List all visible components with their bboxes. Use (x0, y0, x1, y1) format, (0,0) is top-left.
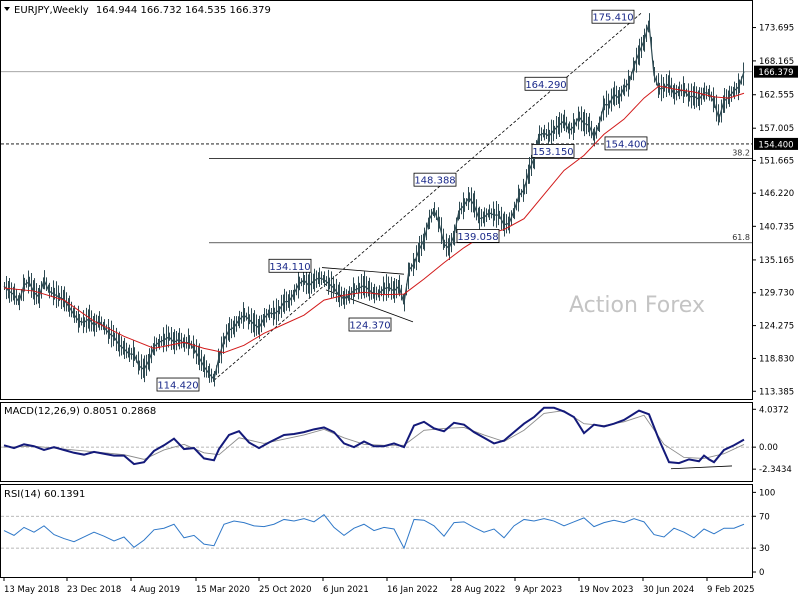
time-axis-label: 6 Jun 2021 (323, 585, 369, 595)
price-axis-label: 168.165 (759, 57, 794, 67)
rsi-title: RSI(14) 60.1391 (4, 489, 85, 500)
annotation-label: 134.110 (269, 262, 310, 273)
time-axis-label: 28 Aug 2022 (451, 585, 505, 595)
price-axis-label: 124.275 (759, 322, 794, 332)
time-axis-label: 23 Dec 2018 (67, 585, 121, 595)
channel-trend-line (213, 12, 643, 381)
current-price-tag (754, 65, 798, 78)
price-axis-label: 129.730 (759, 289, 794, 299)
annotation-label: 124.370 (349, 321, 390, 332)
support-price-tag (754, 137, 798, 150)
price-axis-label: 135.165 (759, 256, 794, 266)
macd-axis-label: 0.00 (759, 443, 778, 453)
rsi-axis-label: 0 (759, 568, 764, 578)
macd-axis-label: 4.0372 (759, 405, 789, 415)
time-axis-label: 9 Apr 2023 (515, 585, 562, 595)
triangle-lower-line (325, 289, 414, 323)
price-axis-label: 157.005 (759, 124, 794, 134)
price-axis-label: 151.665 (759, 156, 794, 166)
macd-axis-label: -2.3434 (759, 465, 792, 475)
price-panel[interactable] (0, 0, 753, 400)
annotation-label: 164.290 (525, 80, 566, 91)
time-axis-label: 25 Oct 2020 (259, 585, 312, 595)
annotation-label: 148.388 (414, 176, 455, 187)
annotation-box (413, 172, 457, 187)
annotation-label: 114.420 (157, 381, 198, 392)
annotation-box (604, 136, 648, 151)
rsi-panel[interactable] (0, 484, 753, 578)
annotation-box (591, 9, 635, 24)
annotation-label: 139.058 (457, 232, 498, 243)
time-axis-label: 16 Jan 2022 (387, 585, 438, 595)
price-axis-label: 140.735 (759, 222, 794, 232)
watermark: Action Forex (569, 293, 705, 318)
support-price-tag-label: 154.400 (758, 140, 793, 150)
annotation-box (531, 144, 575, 158)
macd-divergence-line (670, 465, 733, 470)
triangle-upper-line (321, 267, 405, 275)
price-axis-label: 118.830 (759, 354, 794, 364)
price-axis-label: 173.695 (759, 24, 794, 34)
title-marker-icon (4, 7, 10, 11)
annotation-box (524, 76, 568, 91)
rsi-axis-label: 70 (759, 512, 770, 522)
symbol-title: EURJPY,Weekly (14, 5, 89, 16)
annotation-box (456, 229, 500, 243)
annotation-label: 153.150 (532, 147, 573, 158)
current-price-tag-label: 166.379 (758, 68, 793, 78)
fib-level-label: 38.2 (732, 148, 750, 157)
time-axis-label: 13 May 2018 (4, 585, 59, 595)
annotation-box (348, 317, 392, 332)
time-axis-label: 15 Mar 2020 (196, 585, 250, 595)
annotation-box (268, 258, 312, 273)
ohlc-values: 164.944 166.732 164.535 166.379 (96, 5, 271, 16)
rsi-axis-label: 30 (759, 544, 770, 554)
time-axis-label: 9 Feb 2025 (707, 585, 755, 595)
price-axis-label: 146.220 (759, 189, 794, 199)
annotation-label: 175.410 (592, 13, 633, 24)
annotation-box (156, 377, 200, 392)
price-axis-label: 113.385 (759, 387, 794, 397)
price-axis-label: 162.555 (759, 91, 794, 101)
macd-line (3, 406, 745, 466)
time-axis-label: 30 Jun 2024 (643, 585, 694, 595)
price-series (3, 23, 745, 381)
macd-title: MACD(12,26,9) 0.8051 0.2868 (4, 406, 156, 417)
time-axis-label: 19 Nov 2023 (579, 585, 633, 595)
price-panel-title: EURJPY,Weekly 164.944 166.732 164.535 16… (14, 5, 271, 16)
time-axis-label: 4 Aug 2019 (131, 585, 180, 595)
fib-level-label: 61.8 (732, 233, 750, 242)
rsi-line (3, 513, 745, 550)
macd-panel[interactable] (0, 402, 753, 482)
moving-average-line (3, 85, 745, 354)
annotation-label: 154.400 (605, 139, 646, 150)
rsi-axis-label: 100 (759, 488, 775, 498)
